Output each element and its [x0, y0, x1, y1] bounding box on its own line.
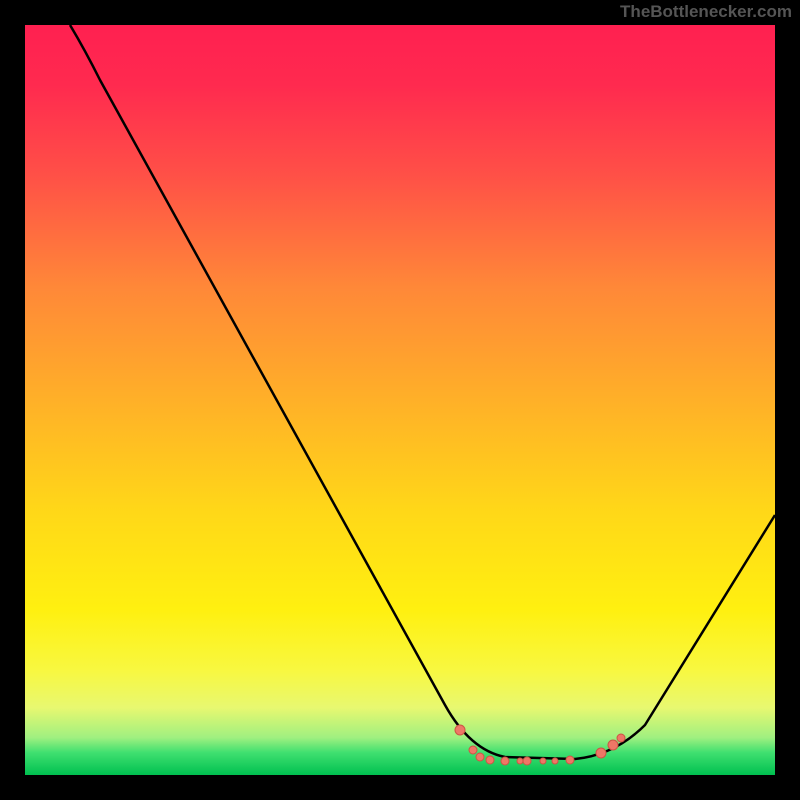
- data-marker: [455, 725, 465, 735]
- data-marker: [469, 746, 477, 754]
- data-marker: [617, 734, 625, 742]
- data-marker: [501, 757, 509, 765]
- chart-container: [25, 25, 775, 775]
- data-marker: [517, 758, 523, 764]
- data-marker: [486, 756, 494, 764]
- data-marker: [596, 748, 606, 758]
- data-marker: [566, 756, 574, 764]
- gradient-background: [25, 25, 775, 775]
- data-marker: [540, 758, 546, 764]
- data-marker: [552, 758, 558, 764]
- data-marker: [608, 740, 618, 750]
- data-marker: [523, 757, 531, 765]
- data-marker: [476, 753, 484, 761]
- bottleneck-chart: [25, 25, 775, 775]
- watermark-text: TheBottlenecker.com: [620, 2, 792, 22]
